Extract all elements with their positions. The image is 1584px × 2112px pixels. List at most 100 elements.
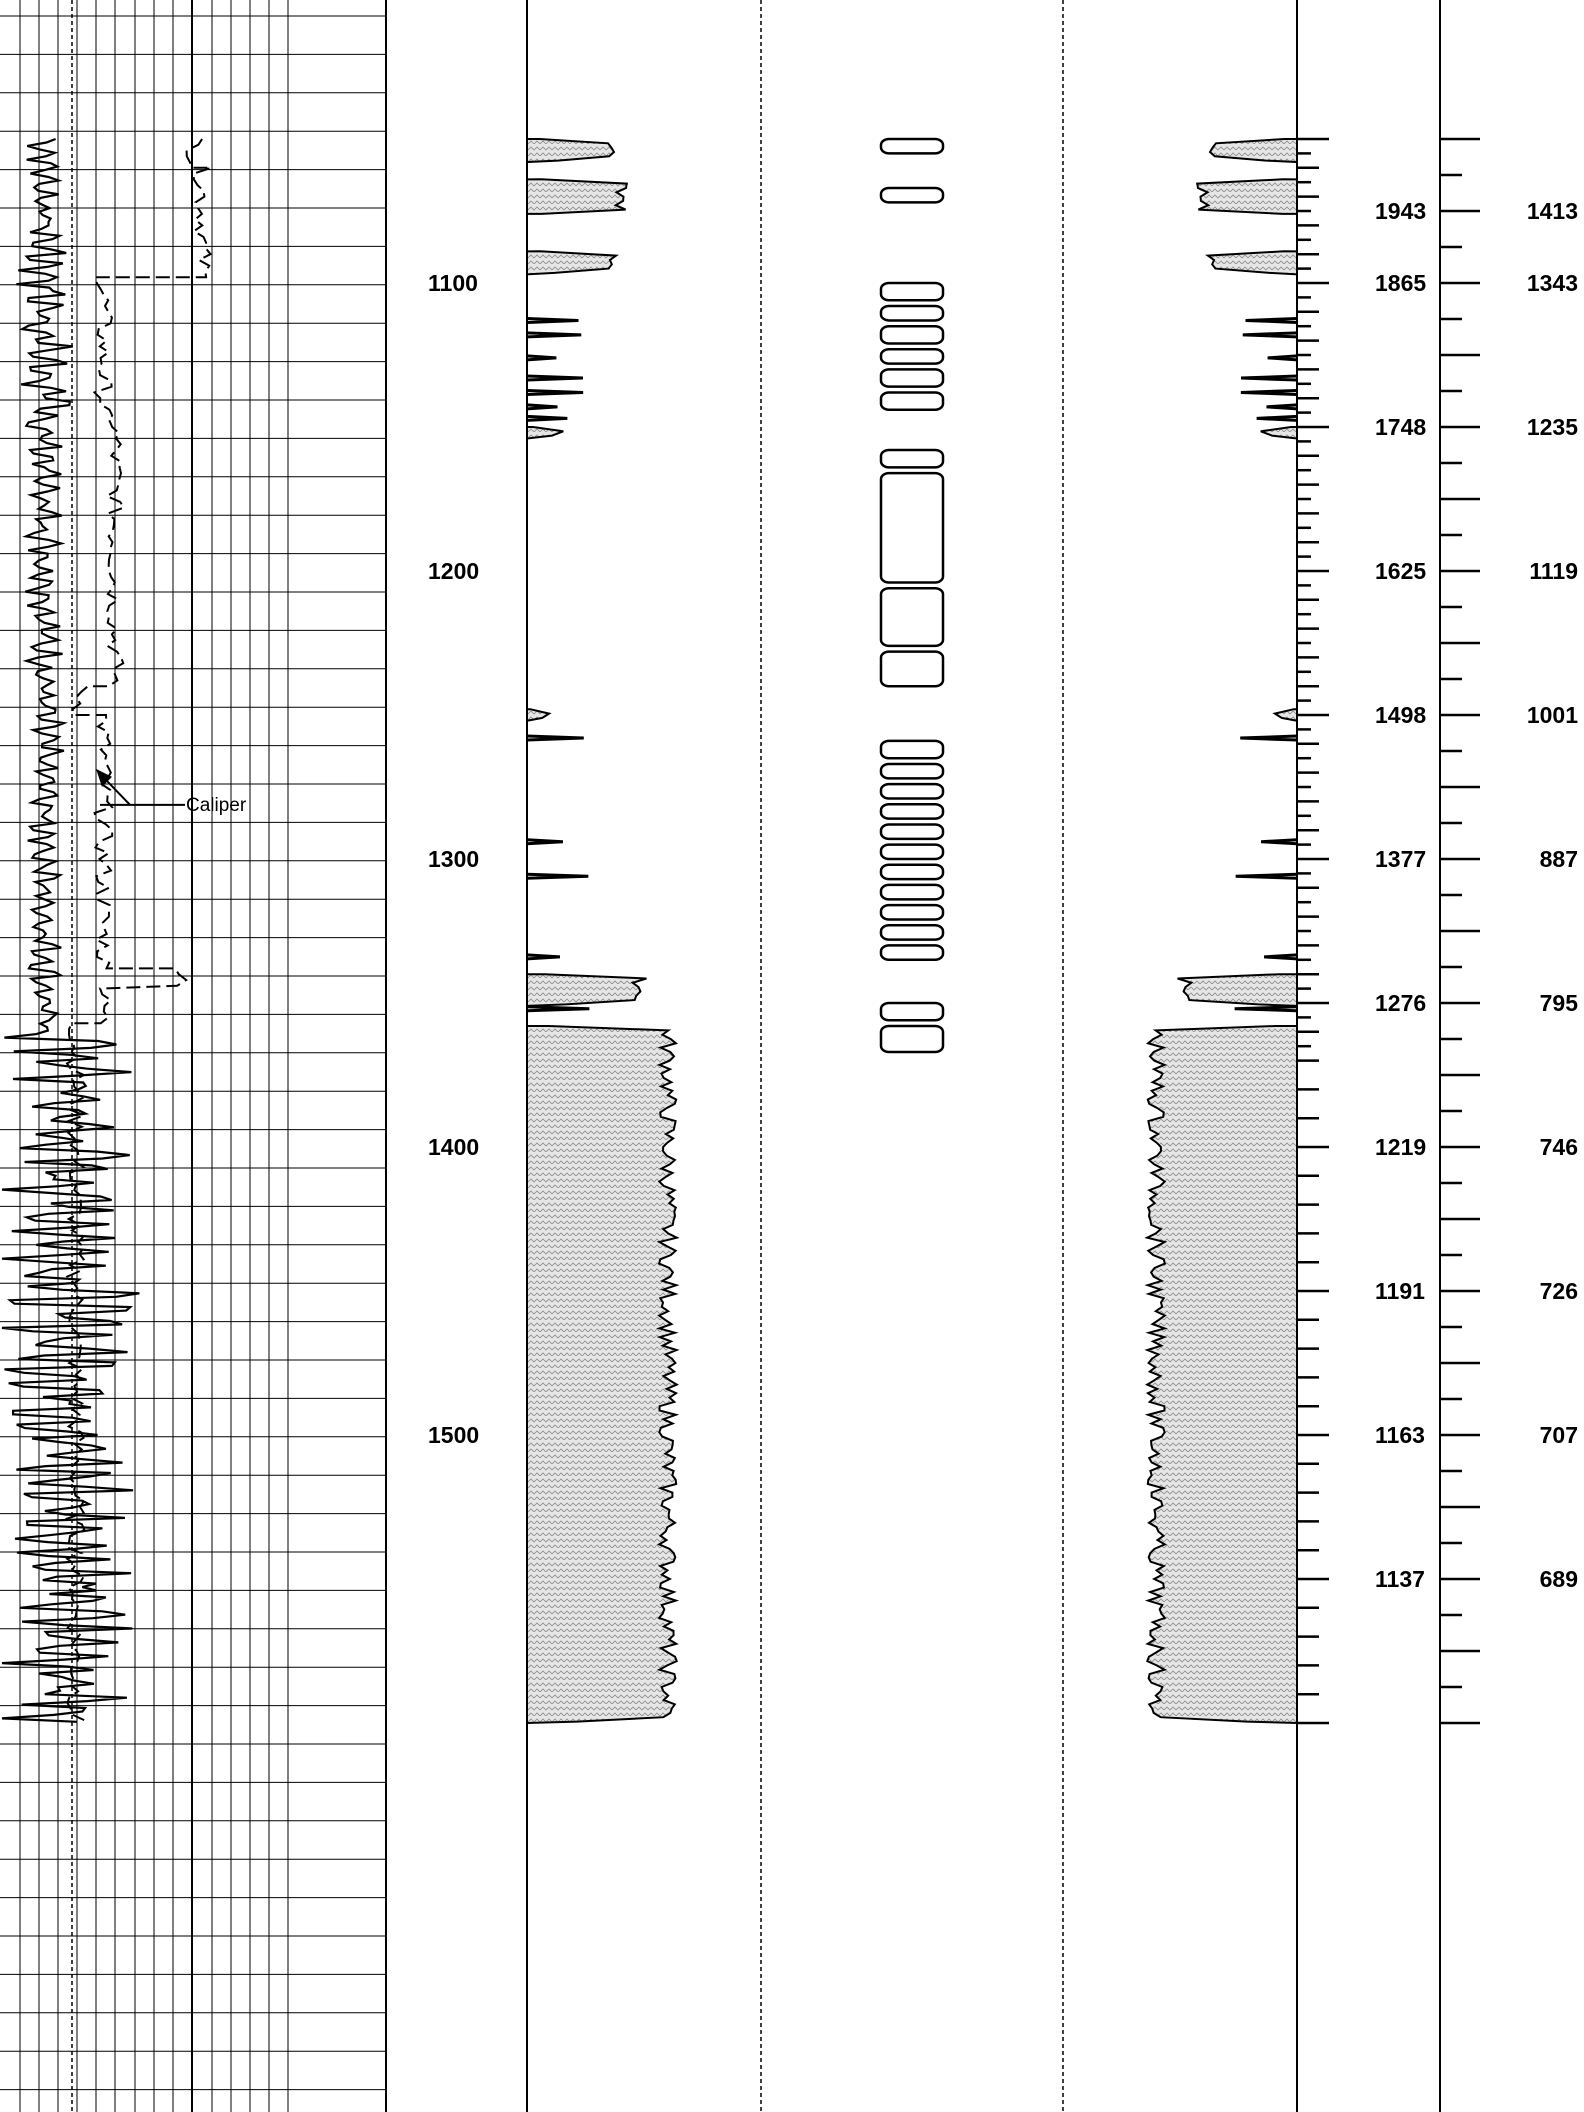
lithology-interval: [526, 178, 628, 215]
lithology-spike: [1242, 331, 1298, 339]
core-piece: [879, 448, 945, 469]
scale-b-label: 1001: [1527, 702, 1578, 728]
core-piece: [879, 324, 945, 345]
lithology-spike: [526, 354, 557, 362]
scale-a-label: 1137: [1375, 1566, 1425, 1592]
lithology-interval: [1260, 426, 1298, 440]
caliper-annotation-leader: [102, 776, 131, 806]
core-piece: [879, 782, 945, 800]
core-piece: [879, 903, 945, 921]
scale-a-axis: 1943 1865 1748 1625 1498 1377 1276 1219 1191 1163…: [1375, 198, 1426, 1592]
core-piece: [879, 739, 945, 760]
caliper-annotation-label: Caliper: [186, 795, 247, 816]
lithology-spike: [526, 872, 589, 880]
core-piece: [879, 1024, 945, 1054]
core-piece: [879, 1001, 945, 1022]
core-piece: [879, 347, 945, 365]
depth-axis: 1100 1200 1300 1400 1500: [428, 270, 479, 1448]
lithology-interval: [526, 250, 619, 276]
core-piece: [879, 944, 945, 962]
lithology-spike: [526, 331, 582, 339]
core-piece: [879, 883, 945, 901]
lithology-spike: [526, 953, 560, 961]
track-1-grid: [0, 0, 387, 2112]
lithology-spike: [526, 1005, 590, 1013]
lithology-spike: [1240, 734, 1298, 742]
track-3-lithology: [526, 0, 762, 2112]
core-piece: [879, 823, 945, 841]
core-piece: [879, 843, 945, 861]
depth-label: 1400: [428, 1134, 479, 1160]
track-4-core: [879, 0, 1064, 2112]
scale-b-label: 1119: [1529, 558, 1578, 584]
lithology-spike: [1256, 414, 1298, 422]
lithology-spike: [526, 403, 558, 411]
lithology-interval: [1208, 138, 1298, 164]
core-piece: [879, 304, 945, 322]
caliper-annotation: Caliper: [96, 768, 247, 816]
gamma-ray-curve: [1, 137, 140, 1723]
core-piece: [879, 137, 945, 155]
scale-a-label: 1943: [1375, 198, 1426, 224]
depth-label: 1500: [428, 1422, 479, 1448]
lithology-interval: [1196, 178, 1298, 215]
scale-a-label: 1276: [1375, 990, 1426, 1016]
lithology-interval: [1144, 1024, 1298, 1725]
lithology-spike: [1240, 388, 1298, 396]
lithology-interval: [1177, 973, 1298, 1007]
scale-b-label: 1235: [1527, 414, 1578, 440]
lithology-interval: [1205, 250, 1298, 276]
scale-b-label: 795: [1540, 990, 1579, 1016]
lithology-interval: [526, 1024, 680, 1725]
lithology-spike: [1235, 872, 1298, 880]
core-piece: [879, 186, 945, 204]
scale-b-label: 887: [1540, 846, 1578, 872]
core-piece: [879, 587, 945, 648]
caliper-curve: [64, 138, 213, 1722]
lithology-spike: [526, 414, 568, 422]
scale-b-label: 689: [1540, 1566, 1578, 1592]
lithology-interval: [526, 426, 564, 440]
lithology-interval: [526, 138, 616, 164]
lithology-spike: [1267, 354, 1298, 362]
lithology-spike: [1266, 403, 1298, 411]
scale-a-label: 1865: [1375, 270, 1426, 296]
core-piece: [879, 762, 945, 780]
scale-a-label: 1219: [1375, 1134, 1426, 1160]
scale-b-label: 1413: [1527, 198, 1578, 224]
scale-a-label: 1191: [1375, 1278, 1425, 1304]
lithology-spike: [526, 838, 563, 846]
depth-label: 1300: [428, 846, 479, 872]
core-piece: [879, 368, 945, 388]
core-piece: [879, 281, 945, 302]
lithology-interval: [526, 973, 647, 1007]
lithology-spike: [1234, 1005, 1298, 1013]
depth-label: 1100: [428, 270, 478, 296]
track-5-lithology-mirror: [1144, 0, 1329, 2112]
lithology-spike: [526, 316, 579, 324]
track-1-log-curves: Caliper: [0, 0, 387, 2112]
lithology-spike: [1264, 953, 1298, 961]
core-piece: [879, 391, 945, 411]
scale-b-label: 1343: [1527, 270, 1578, 296]
track-5-depth-ticks: [1297, 137, 1329, 1725]
scale-a-label: 1748: [1375, 414, 1426, 440]
core-piece: [879, 471, 945, 584]
lithology-spike: [1245, 316, 1298, 324]
depth-label: 1200: [428, 558, 479, 584]
scale-a-label: 1498: [1375, 702, 1426, 728]
lithology-spike: [526, 374, 583, 382]
lithology-spike: [526, 388, 584, 396]
scale-b-label: 726: [1540, 1278, 1578, 1304]
scale-b-label: 707: [1540, 1422, 1578, 1448]
scale-a-label: 1377: [1375, 846, 1426, 872]
lithology-interval: [1272, 708, 1298, 722]
lithology-spike: [526, 734, 584, 742]
lithology-spike: [1261, 838, 1298, 846]
scale-b-label: 746: [1540, 1134, 1578, 1160]
scale-b-axis: 1413 1343 1235 1119 1001 887 795 746 726 707 689: [1439, 0, 1579, 2112]
lithology-interval: [526, 708, 552, 722]
core-piece: [879, 863, 945, 881]
core-piece: [879, 803, 945, 820]
